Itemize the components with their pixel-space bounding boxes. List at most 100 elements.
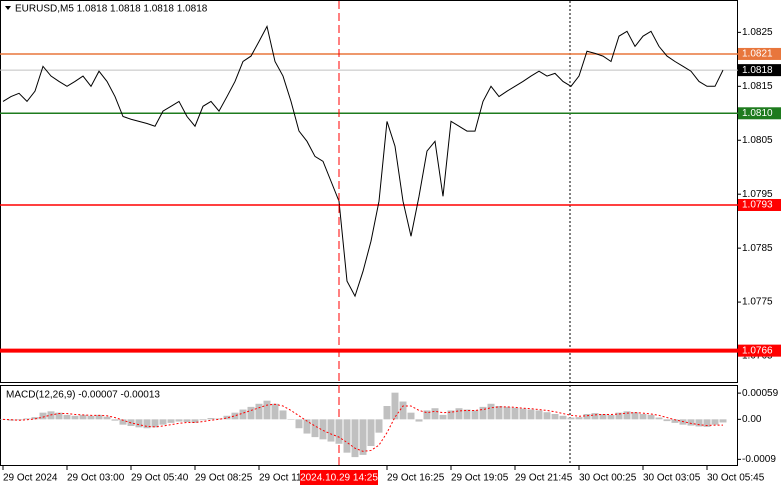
x-tick-label: 30 Oct 00:25 <box>579 473 637 484</box>
crosshair-label: 2024.10.29 14:25 <box>300 473 378 484</box>
macd-bar <box>343 419 351 453</box>
macd-bar <box>647 414 655 420</box>
macd-bar <box>559 415 567 420</box>
chart-title: EURUSD,M5 1.0818 1.0818 1.0818 1.0818 <box>15 4 208 15</box>
level-label-box <box>738 47 781 60</box>
macd-bar <box>375 419 383 433</box>
macd-bar <box>183 419 191 422</box>
macd-bar <box>487 403 495 420</box>
macd-bar <box>231 412 239 420</box>
x-tick-label: 29 Oct 2024 <box>3 473 58 484</box>
macd-bar <box>591 413 599 420</box>
x-tick-label: 29 Oct 05:40 <box>131 473 189 484</box>
y-tick-label: -0.0009 <box>742 454 776 465</box>
y-tick-label: 1.0805 <box>742 135 773 146</box>
level-label-box <box>738 344 781 357</box>
macd-bar <box>551 414 559 420</box>
macd-bar <box>543 412 551 420</box>
macd-bar <box>607 414 615 420</box>
macd-bar <box>239 409 247 420</box>
macd-bar <box>631 412 639 420</box>
macd-bar <box>303 419 311 434</box>
macd-bar <box>391 392 399 420</box>
level-label: 1.0793 <box>742 200 773 211</box>
y-tick-label: 1.0795 <box>742 189 773 200</box>
macd-bar <box>199 419 207 421</box>
level-label-box <box>738 107 781 120</box>
current-price-box <box>738 64 781 77</box>
y-tick-label: 1.0815 <box>742 81 773 92</box>
x-tick-label: 29 Oct 11:05 <box>259 473 316 484</box>
macd-bar <box>319 419 327 440</box>
macd-bar <box>191 419 199 423</box>
macd-bar <box>719 419 727 423</box>
macd-bar <box>287 419 295 420</box>
x-tick-label: 29 Oct 08:25 <box>195 473 253 484</box>
macd-bar <box>119 419 127 425</box>
macd-bar <box>439 414 447 420</box>
macd-bar <box>663 419 671 422</box>
macd-bar <box>55 412 63 420</box>
macd-bar <box>159 419 167 425</box>
x-tick-label: 29 Oct 03:00 <box>67 473 125 484</box>
macd-bar <box>215 418 223 420</box>
macd-bar <box>399 401 407 420</box>
macd-bar <box>703 419 711 427</box>
y-tick-label: 0.00 <box>742 414 762 425</box>
macd-bar <box>615 412 623 420</box>
macd-bar <box>135 419 143 428</box>
macd-bar <box>295 419 303 429</box>
main-panel <box>0 0 738 383</box>
macd-bar <box>95 414 103 420</box>
macd-bar <box>335 419 343 444</box>
level-label-box <box>738 198 781 211</box>
macd-bar <box>175 419 183 422</box>
y-tick-label: 0.00059 <box>742 388 779 399</box>
macd-bar <box>351 419 359 458</box>
macd-bar <box>271 403 279 420</box>
macd-bar <box>31 417 39 420</box>
macd-bar <box>511 407 519 420</box>
macd-bar <box>71 415 79 420</box>
level-label: 1.0766 <box>742 345 773 356</box>
x-tick-label: 29 Oct 21:45 <box>515 473 573 484</box>
macd-bar <box>103 416 111 420</box>
macd-bar <box>367 419 375 446</box>
macd-bar <box>695 419 703 427</box>
macd-bar <box>463 409 471 420</box>
macd-title: MACD(12,26,9) -0.00007 -0.00013 <box>6 390 160 401</box>
macd-bar <box>63 414 71 420</box>
macd-bar <box>279 410 287 420</box>
macd-bar <box>151 419 159 428</box>
crosshair-label-box <box>300 470 378 485</box>
title-icon <box>5 6 11 10</box>
macd-bar <box>711 419 719 425</box>
price-line <box>2 25 724 298</box>
macd-bar <box>471 410 479 420</box>
macd-bar <box>599 414 607 420</box>
level-label: 1.0821 <box>742 49 773 60</box>
macd-bar <box>143 419 151 429</box>
macd-bar <box>111 419 119 421</box>
macd-bar <box>687 419 695 426</box>
macd-bar <box>567 417 575 420</box>
macd-bar <box>327 419 335 442</box>
macd-bar <box>39 412 47 420</box>
macd-bar <box>639 414 647 420</box>
macd-bar <box>519 408 527 420</box>
macd-bar <box>527 409 535 420</box>
macd-bar <box>207 418 215 420</box>
macd-bar <box>423 410 431 420</box>
x-tick-label: 30 Oct 05:45 <box>707 473 765 484</box>
macd-bar <box>247 406 255 420</box>
y-tick-label: 1.0775 <box>742 297 773 308</box>
level-label: 1.0810 <box>742 108 773 119</box>
macd-bar <box>407 412 415 420</box>
x-tick-label: 29 Oct 19:05 <box>451 473 509 484</box>
signal-line <box>2 403 723 452</box>
macd-bar <box>623 411 631 420</box>
macd-bar <box>23 418 31 420</box>
y-tick-label: 1.0785 <box>742 243 773 254</box>
macd-bar <box>431 408 439 420</box>
